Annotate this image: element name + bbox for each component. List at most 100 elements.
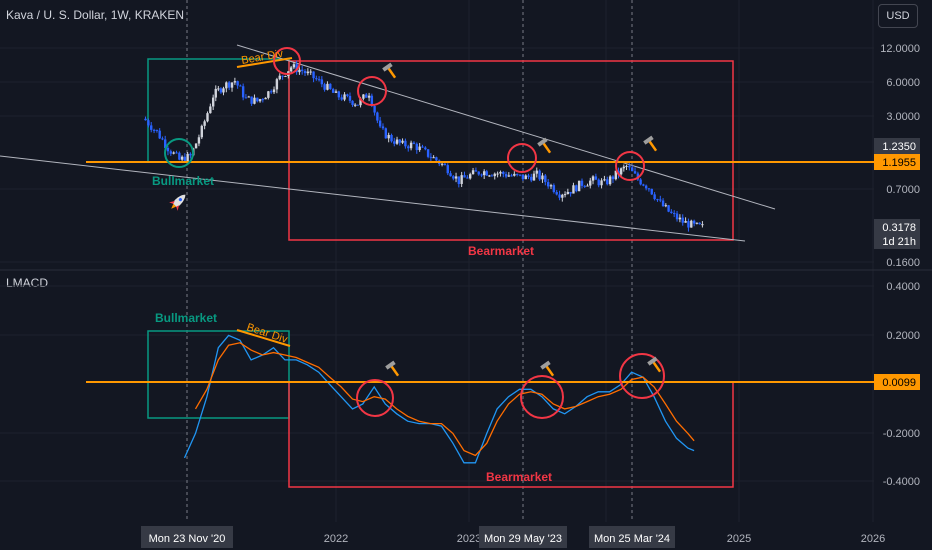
- candle-body: [209, 106, 212, 114]
- candle-body: [183, 156, 187, 162]
- candle-body: [538, 170, 541, 180]
- candle-body: [535, 170, 538, 174]
- candle-body: [200, 125, 203, 138]
- candle-body: [672, 212, 676, 214]
- candle-body: [334, 91, 338, 93]
- candle-body: [387, 134, 390, 139]
- candle-body: [589, 180, 592, 186]
- candle-body: [373, 105, 376, 113]
- circle-lower-high-1: [357, 76, 387, 106]
- candle-body: [227, 82, 231, 88]
- candle-body: [312, 71, 315, 79]
- price-tick-label: 6.0000: [886, 77, 920, 89]
- candle-body: [426, 149, 430, 157]
- candle-body: [253, 97, 256, 104]
- candle-body: [398, 139, 401, 143]
- candle-body: [390, 134, 393, 142]
- candle-body: [532, 173, 536, 181]
- candle-body: [569, 191, 572, 194]
- candle-body: [667, 205, 670, 212]
- bearmarket-label-price: Bearmarket: [468, 244, 534, 258]
- candle-body: [633, 171, 637, 174]
- candle-body: [518, 174, 522, 176]
- price-tick-label: 0.1600: [886, 257, 920, 269]
- candle-body: [147, 120, 150, 126]
- circle-macd-1: [356, 379, 394, 417]
- candle-body: [695, 222, 699, 224]
- candle-body: [172, 152, 175, 154]
- last-price-label: 1.2350: [882, 141, 916, 153]
- macd-axis[interactable]: 0.4000 0.2000 -0.2000 -0.4000 0.0099: [874, 281, 920, 488]
- candle-body: [628, 165, 631, 168]
- time-axis[interactable]: 2022 2023 2025 2026 Mon 23 Nov '20 Mon 2…: [141, 526, 885, 548]
- candle-body: [594, 176, 598, 180]
- candle-body: [454, 176, 458, 179]
- date-badge: [589, 526, 675, 548]
- candle-body: [490, 175, 494, 177]
- candle-body: [675, 213, 679, 220]
- candle-body: [608, 176, 612, 185]
- last-price-badge: [874, 138, 920, 154]
- candle-body: [446, 165, 449, 174]
- price-axis[interactable]: 12.0000 6.0000 3.0000 0.7000 0.1600 1.23…: [874, 43, 920, 269]
- candle-body: [586, 185, 589, 187]
- countdown-label: 1d 21h: [882, 236, 916, 248]
- candle-body: [681, 217, 684, 223]
- candle-body: [429, 156, 433, 158]
- candle-body: [409, 142, 413, 149]
- candle-body: [222, 88, 225, 93]
- candle-body: [507, 175, 511, 177]
- candle-body: [348, 95, 352, 101]
- lower-trend-line[interactable]: [0, 155, 746, 242]
- time-tick-label: 2026: [861, 533, 885, 545]
- candle-body: [611, 176, 615, 180]
- candle-body: [457, 176, 461, 184]
- candle-body: [496, 173, 499, 175]
- candle-body: [239, 85, 242, 87]
- candle-body: [421, 146, 424, 148]
- candle-body: [687, 221, 690, 228]
- candle-body: [480, 174, 483, 176]
- hammer-icon: [540, 360, 555, 377]
- time-tick-label: 2023: [457, 533, 481, 545]
- currency-button[interactable]: USD: [878, 4, 918, 28]
- candle-body: [351, 100, 354, 105]
- candle-body: [452, 176, 455, 179]
- candle-body: [440, 163, 444, 165]
- candle-body: [178, 152, 181, 160]
- candle-body: [418, 146, 421, 151]
- candle-body: [340, 97, 343, 100]
- bear-div-label-price: Bear Div: [240, 48, 284, 67]
- candle-body: [158, 130, 161, 139]
- candle-body: [575, 185, 578, 192]
- candle-body: [264, 97, 267, 100]
- candle-body: [359, 98, 362, 106]
- candle-body: [463, 175, 466, 178]
- price-tick-label: 12.0000: [880, 43, 920, 55]
- rocket-icon: [169, 194, 186, 211]
- candle-body: [152, 129, 156, 131]
- candle-body: [600, 180, 603, 186]
- candle-body: [247, 96, 250, 98]
- candle-body: [180, 156, 184, 160]
- candle-body: [432, 157, 435, 159]
- candle-body: [625, 165, 628, 167]
- candle-body: [515, 173, 519, 175]
- candle-body: [326, 83, 329, 90]
- bullmarket-label-macd: Bullmarket: [155, 311, 217, 325]
- candle-body: [524, 175, 527, 180]
- upper-trend-line[interactable]: [236, 44, 776, 210]
- candles: [144, 60, 704, 232]
- support-price-label: 1.1955: [882, 157, 916, 169]
- time-tick-label: 2022: [324, 533, 348, 545]
- candle-body: [530, 176, 533, 181]
- candle-body: [642, 184, 645, 186]
- candle-body: [619, 168, 623, 175]
- candle-body: [211, 97, 215, 107]
- candle-body: [144, 118, 147, 121]
- hammer-icon: [643, 135, 658, 152]
- support-price-badge: [874, 154, 920, 170]
- candle-body: [217, 88, 220, 90]
- candle-body: [186, 153, 189, 162]
